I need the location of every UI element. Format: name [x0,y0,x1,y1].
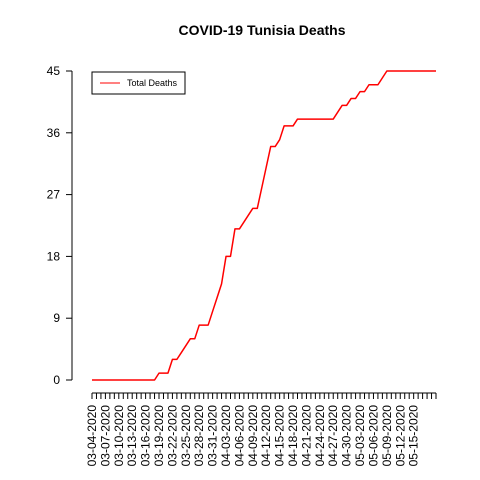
y-tick-label: 9 [53,311,60,325]
x-tick-label: 04-27-2020 [326,405,340,467]
x-tick-label: 04-18-2020 [286,405,300,467]
x-tick-label: 05-09-2020 [380,405,394,467]
x-tick-label: 03-25-2020 [179,405,193,467]
x-tick-label: 04-15-2020 [273,405,287,467]
y-tick-label: 36 [47,126,61,140]
legend-box [91,71,186,95]
y-tick-label: 0 [53,373,60,387]
x-tick-label: 03-07-2020 [98,405,112,467]
y-tick-label: 45 [47,64,61,78]
legend: Total Deaths [91,71,186,95]
x-tick-label: 04-21-2020 [299,405,313,467]
x-tick-label: 04-06-2020 [232,405,246,467]
x-tick-label: 04-03-2020 [219,405,233,467]
x-tick-label: 05-03-2020 [353,405,367,467]
x-tick-label: 04-24-2020 [313,405,327,467]
legend-label-total-deaths: Total Deaths [127,78,178,88]
x-tick-label: 05-15-2020 [407,405,421,467]
x-tick-label: 04-09-2020 [246,405,260,467]
x-tick-label: 03-13-2020 [125,405,139,467]
y-tick-label: 27 [47,188,61,202]
x-tick-label: 03-19-2020 [152,405,166,467]
x-tick-label: 03-04-2020 [85,405,99,467]
x-tick-label: 04-12-2020 [259,405,273,467]
y-tick-label: 18 [47,249,61,263]
x-tick-label: 03-10-2020 [112,405,126,467]
x-tick-label: 03-28-2020 [192,405,206,467]
x-tick-label: 03-16-2020 [139,405,153,467]
y-axis: 0 9 18 27 36 45 [47,64,73,387]
x-tick-label: 04-30-2020 [340,405,354,467]
series-line-total-deaths [92,70,436,381]
plot-area [92,70,436,381]
x-tick-label: 05-06-2020 [366,405,380,467]
x-tick-label: 05-12-2020 [393,405,407,467]
x-axis: 03-04-2020 03-07-2020 03-10-2020 03-13-2020… [85,392,437,467]
x-tick-label: 03-31-2020 [206,405,220,467]
chart-title: COVID-19 Tunisia Deaths [178,22,345,38]
x-tick-label: 03-22-2020 [165,405,179,467]
